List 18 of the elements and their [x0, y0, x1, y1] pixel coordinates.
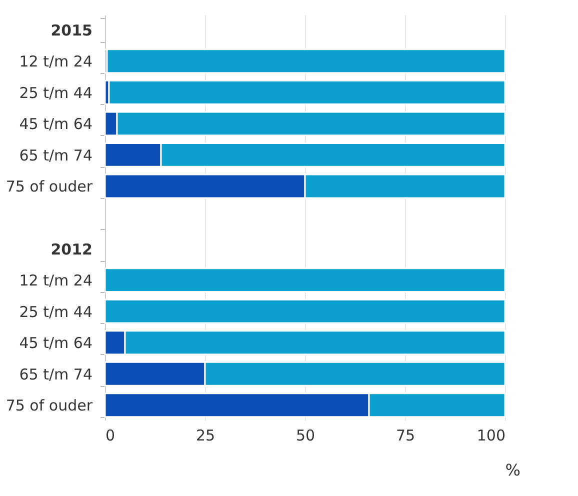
y-tick-label: 65 t/m 74 [19, 365, 92, 384]
x-axis-title: % [505, 460, 520, 480]
y-tick-label: 2012 [50, 240, 92, 258]
x-tick-label: 75 [396, 426, 416, 444]
y-tick-label: 25 t/m 44 [19, 302, 92, 321]
y-tick-label: 75 of ouder [6, 396, 94, 415]
y-tick-label: 12 t/m 24 [19, 52, 92, 71]
x-tick-label: 25 [196, 426, 216, 444]
y-tick-label: 12 t/m 24 [19, 272, 92, 290]
y-tick-label: 2015 [50, 21, 92, 40]
y-tick-label: 65 t/m 74 [19, 146, 92, 164]
y-tick-label: 75 of ouder [6, 178, 94, 196]
x-tick-label: 0 [106, 426, 116, 444]
x-tick-label: 50 [296, 426, 316, 444]
y-tick-label: 45 t/m 64 [19, 115, 92, 134]
y-tick-label: 45 t/m 64 [19, 334, 92, 352]
y-tick-label: 25 t/m 44 [19, 84, 92, 102]
x-tick-label: 100 [476, 426, 506, 444]
